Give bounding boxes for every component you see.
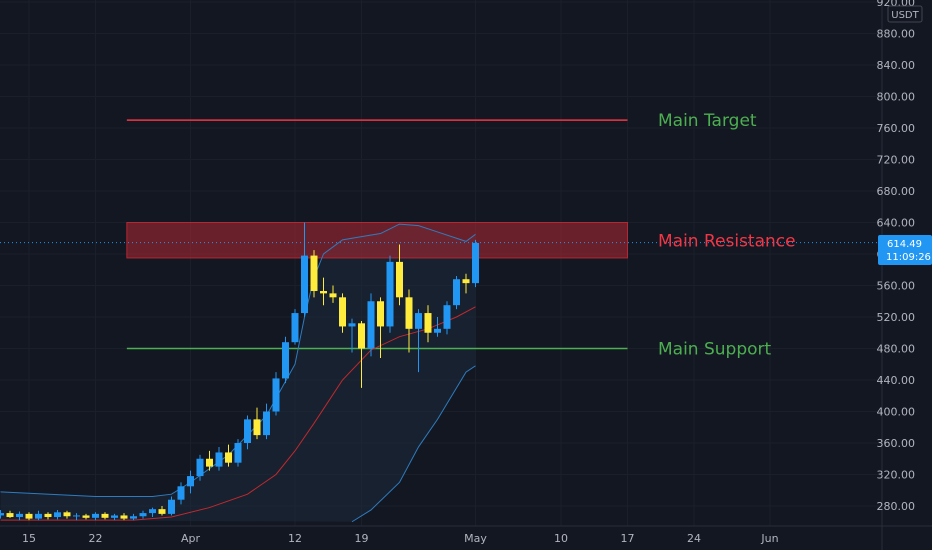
y-tick-label: 840.00 [877,59,916,72]
candle-body [396,261,403,298]
y-tick-label: 520.00 [877,311,916,324]
y-tick-label: 400.00 [877,406,916,419]
candle-body [225,452,232,463]
bar-countdown: 11:09:26 [886,252,931,263]
y-tick-label: 800.00 [877,91,916,104]
y-tick-label: 760.00 [877,122,916,135]
x-tick-label: 10 [554,532,568,545]
candle-body [472,242,479,284]
y-tick-label: 680.00 [877,185,916,198]
x-tick-label: Apr [181,532,201,545]
y-tick-label: 880.00 [877,28,916,41]
bollinger-lower-line [351,365,476,523]
candle-body [158,509,166,514]
candle-body [329,293,337,298]
candle-body [453,279,460,306]
candle-body [348,323,356,327]
label-main-support: Main Support [658,340,772,360]
candle-body [111,515,118,518]
y-tick-label: 480.00 [877,343,916,356]
candle-body [101,513,109,518]
candle-body [301,255,308,314]
resistance-zone [126,222,628,259]
price-axis[interactable]: 920.00 880.00 840.00 800.00 760.00 720.00 680.… [877,0,916,513]
candle-body [291,313,299,343]
candle-body [25,513,33,519]
candle-body [443,305,451,329]
bollinger-upper-line [0,223,476,498]
candle-body [272,378,280,412]
candle-body [424,313,432,333]
x-tick-label: 17 [621,532,635,545]
y-tick-label: 360.00 [877,437,916,450]
candle-body [367,301,375,349]
x-tick-label: 15 [22,532,36,545]
candle-body [253,419,261,436]
candle-body [234,443,242,463]
y-tick-label: 920.00 [877,0,916,9]
x-tick-label: 19 [355,532,369,545]
candle-body [16,513,23,518]
candle-body [282,342,289,379]
candle-body [196,458,204,477]
y-tick-label: 440.00 [877,374,916,387]
candle-body [149,509,156,514]
candle-body [63,512,71,517]
candle-body [405,297,413,329]
candle-body [377,301,384,327]
candle-body [168,499,175,514]
x-tick-label: Jun [760,532,778,545]
candle-body [35,513,42,519]
candle-body [73,515,80,517]
x-tick-label: 24 [687,532,701,545]
y-tick-label: 640.00 [877,217,916,230]
candle-body [0,513,4,516]
y-tick-label: 560.00 [877,280,916,293]
candle-body [415,313,422,329]
candle-body [187,476,194,487]
candle-body [120,515,128,519]
y-tick-label: 720.00 [877,154,916,167]
candle-body [92,513,99,518]
overlay-layer [0,119,882,522]
candle-body [177,486,185,500]
time-axis[interactable]: 15 22 Apr 12 19 May 10 17 24 Jun [22,532,779,545]
moving-average-line [0,306,476,521]
label-main-resistance: Main Resistance [658,232,796,252]
candle-body [206,458,213,467]
candle-body [82,515,90,518]
current-price-value: 614.49 [887,239,922,250]
y-tick-label: 320.00 [877,469,916,482]
candle-body [339,297,346,327]
candle-body [310,255,318,292]
x-tick-label: 22 [89,532,103,545]
x-tick-label: 12 [288,532,302,545]
candle-body [44,513,52,518]
candle-body [358,323,365,349]
x-tick-label: May [464,532,487,545]
candle-body [462,279,470,284]
candle-body [386,261,394,327]
candle-body [130,516,137,519]
candle-body [215,452,223,467]
bollinger-band-fill [0,224,476,522]
candle-body [6,513,14,518]
indicators-layer [0,223,476,523]
annotations-layer: Main Target Main Resistance Main Support [658,111,796,359]
currency-badge[interactable]: USDT [887,5,923,23]
currency-label: USDT [891,10,919,21]
candle-body [139,513,147,517]
candle-body [434,328,441,333]
candle-body [320,291,327,294]
candle-body [244,419,251,443]
label-main-target: Main Target [658,111,757,131]
candle-body [54,512,61,518]
current-price-label: 614.49 11:09:26 [878,235,932,265]
candle-body [263,411,270,436]
candles-layer [0,222,479,521]
y-tick-label: 280.00 [877,500,916,513]
